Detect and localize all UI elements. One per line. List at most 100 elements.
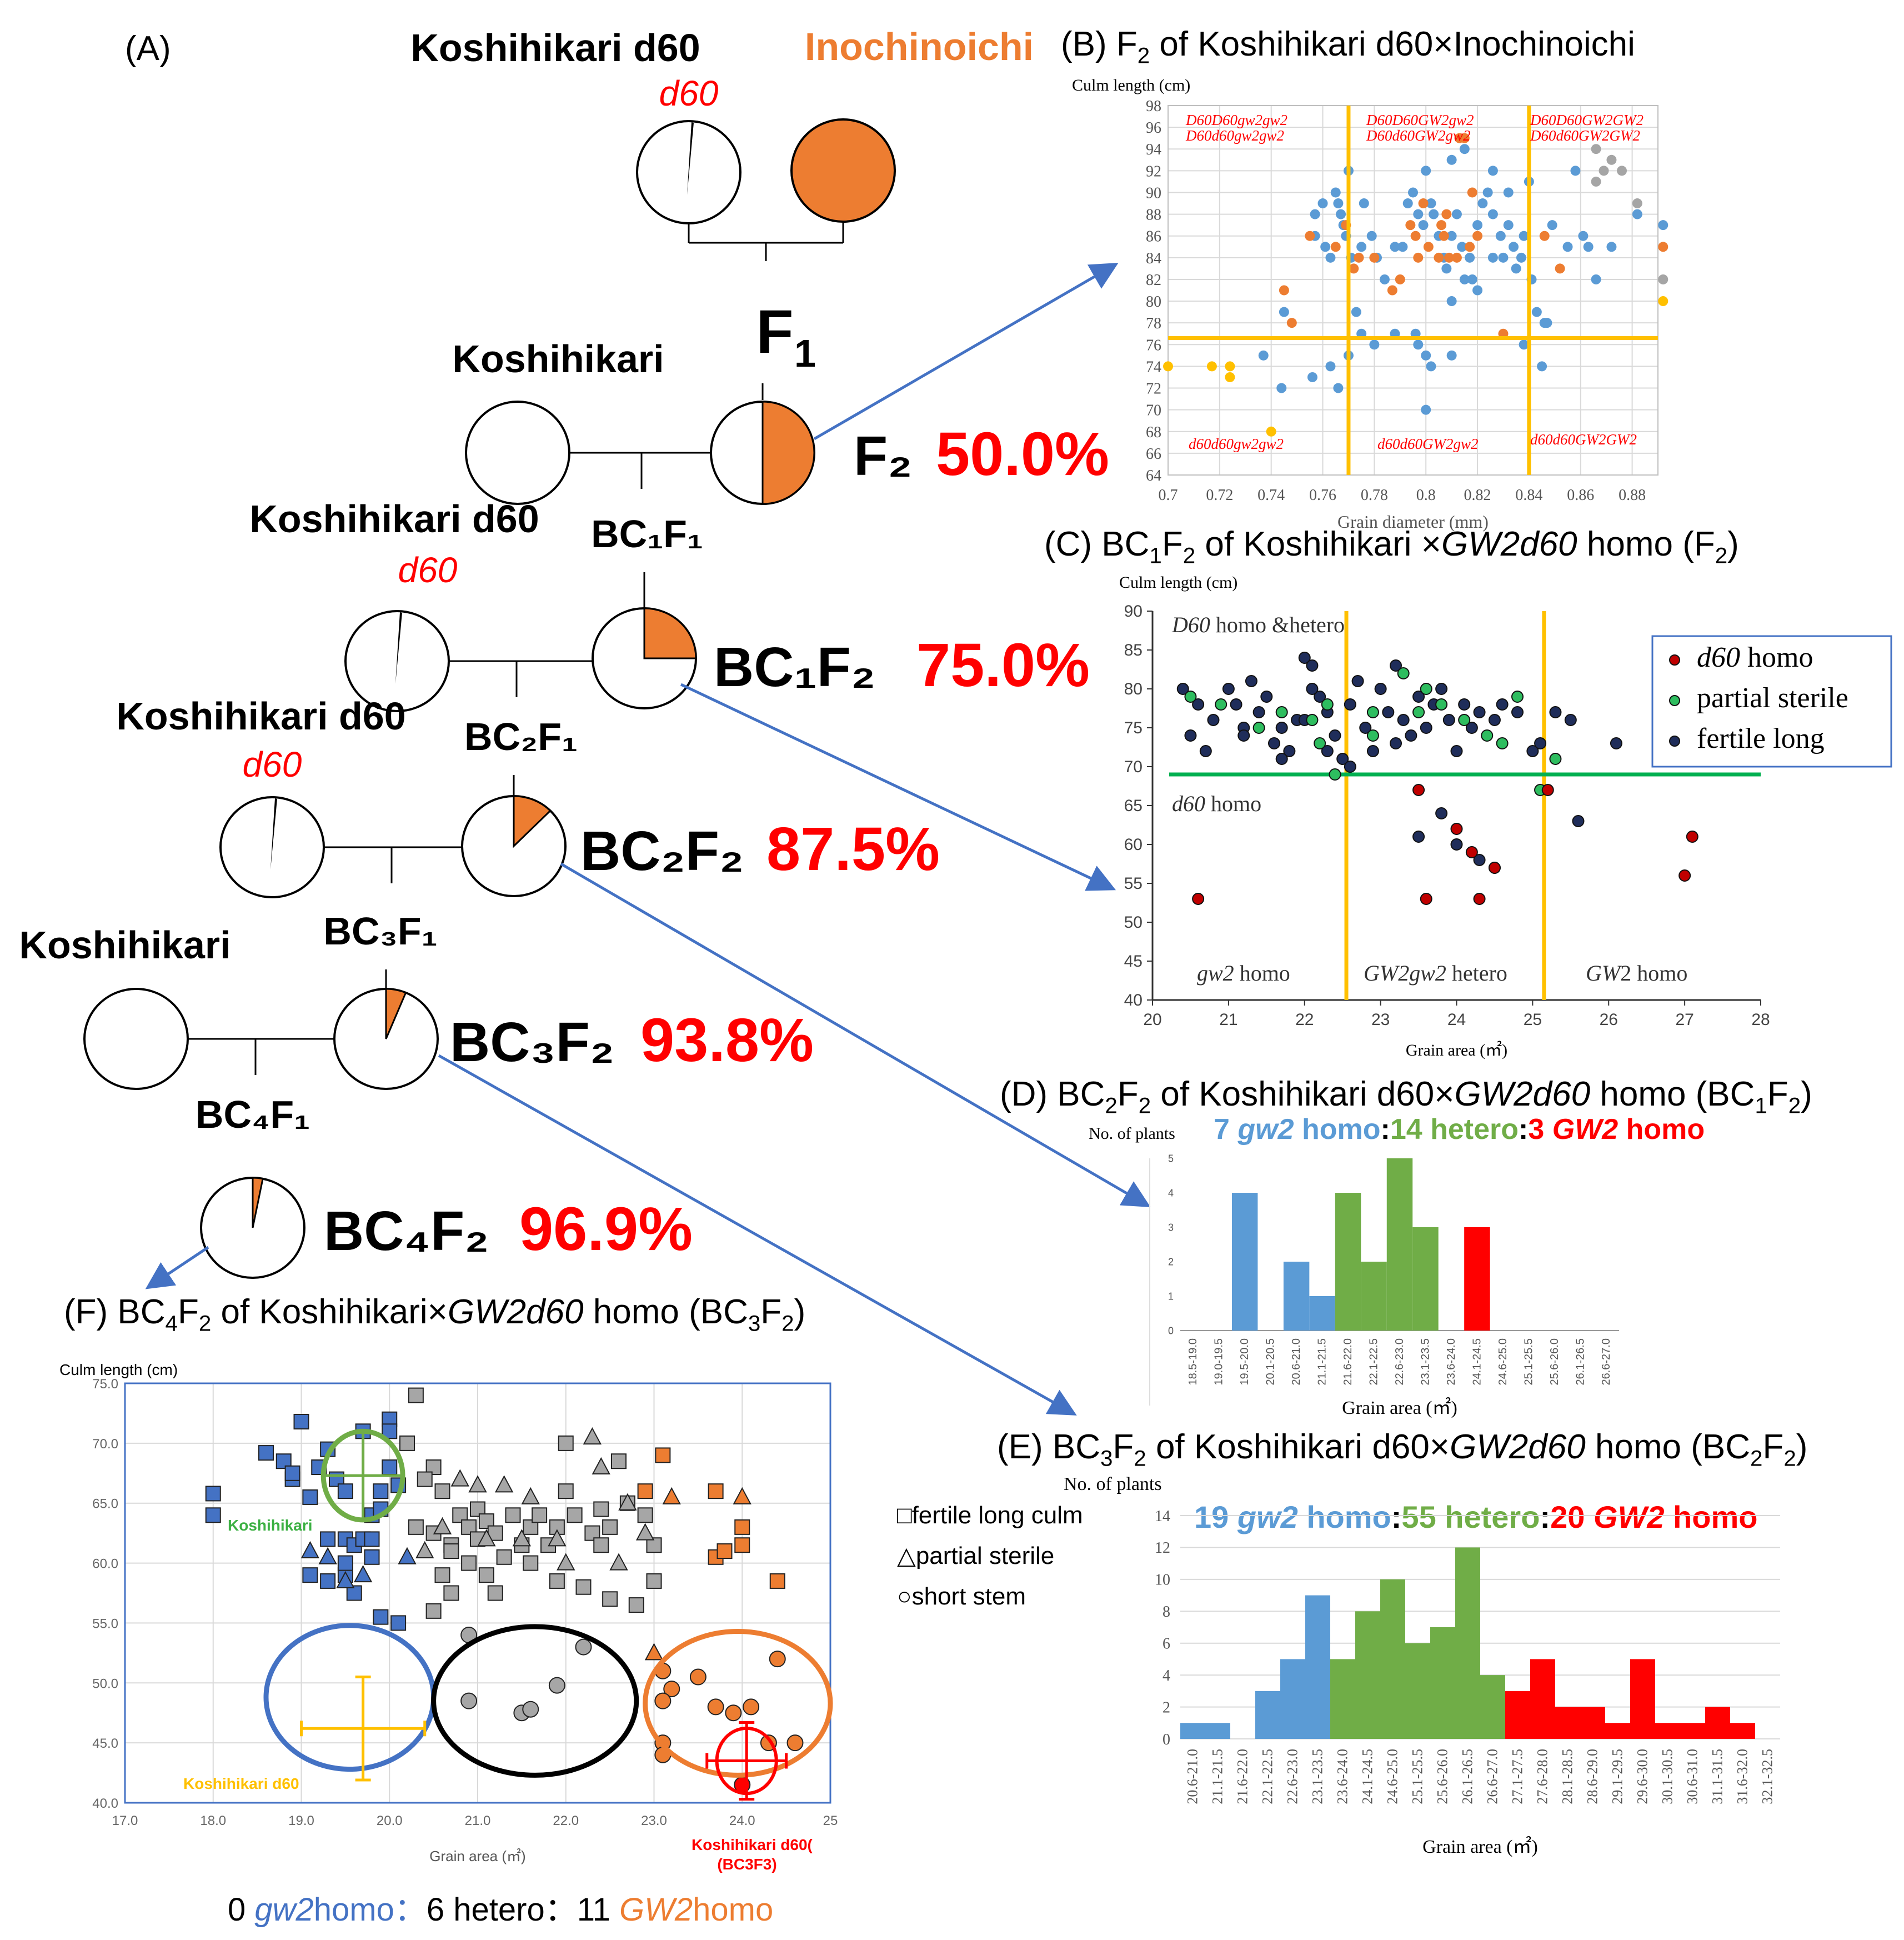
text-span: : (1391, 1499, 1402, 1534)
y-tick-label: 12 (1155, 1539, 1170, 1557)
koshihikari-d60-circle (219, 796, 325, 898)
y-tick-label: 2 (1168, 1256, 1174, 1267)
point-square (443, 1585, 459, 1601)
point-circle (575, 1638, 592, 1656)
y-tick-label: 88 (1146, 207, 1161, 224)
bar-22.6-23.0 (1386, 1158, 1413, 1331)
gen-label: BC₂F₁ (464, 715, 578, 758)
scatter-point (1458, 698, 1471, 711)
y-tick-label: 2 (1163, 1699, 1170, 1716)
y-tick-label: 5 (1168, 1153, 1174, 1164)
inochinoichi-circle (790, 118, 896, 223)
d60-label: d60 (398, 550, 458, 590)
point-triangle (415, 1541, 434, 1558)
scatter-point (1336, 753, 1349, 765)
bar-24.1-24.5 (1355, 1611, 1380, 1739)
x-category-label: 26.1-26.5 (1574, 1338, 1586, 1386)
x-tick-label: 21.0 (465, 1813, 491, 1828)
pie-orange-slice (761, 401, 815, 505)
chart-d-ratio: 7 gw2 homo:14 hetero:3 GW2 homo (1214, 1113, 1705, 1146)
progeny-label: BC₄F₂ (324, 1200, 489, 1262)
legend-marker (1669, 736, 1680, 747)
text-span: GW2d60 (1441, 525, 1577, 563)
scatter-point-orange (1439, 231, 1449, 241)
text-span: 19 (1194, 1499, 1237, 1534)
scatter-point-blue (1495, 231, 1506, 241)
scatter-point-blue (1402, 198, 1413, 209)
text-span: (D) BC (1000, 1075, 1105, 1113)
x-tick-label: 25 (823, 1813, 838, 1828)
point-square (708, 1483, 724, 1499)
point-square (302, 1489, 318, 1505)
y-tick-label: 74 (1146, 358, 1161, 376)
scatter-point-blue (1276, 383, 1287, 393)
y-tick-label: 0 (1168, 1325, 1174, 1336)
point-square (575, 1579, 592, 1595)
scatter-point-blue (1482, 187, 1493, 198)
scatter-point (1481, 729, 1494, 742)
point-square (320, 1573, 336, 1589)
chart-e-ylabel: No. of plants (1064, 1474, 1162, 1494)
scatter-point-blue (1390, 242, 1400, 252)
x-category-label: 26.6-27.0 (1600, 1338, 1612, 1386)
scatter-point-blue (1356, 242, 1367, 252)
parent-label: Koshihikari d60 (249, 497, 539, 541)
scatter-point-gray (1591, 176, 1601, 187)
point-circle (654, 1692, 672, 1709)
scatter-point (1511, 691, 1524, 703)
x-category-label: 30.1-30.5 (1659, 1749, 1675, 1804)
y-tick-label: 70.0 (92, 1437, 118, 1452)
point-triangle (494, 1475, 514, 1493)
scatter-point-orange (1418, 198, 1429, 209)
chart-c-xlabel: Grain area (㎡) (1406, 1041, 1507, 1059)
scatter-point (1412, 831, 1425, 843)
region-label: D60d60gw2gw2 (1185, 127, 1284, 144)
x-tick-label: 0.8 (1416, 487, 1436, 504)
text-span: GW2d60 (1454, 1075, 1590, 1113)
progeny-label: BC₂F₂ (580, 820, 744, 882)
point-triangle (512, 1529, 532, 1547)
parent-koshihikari-d60: Koshihikari d60 (410, 26, 700, 69)
x-tick-label: 0.88 (1619, 487, 1646, 504)
x-tick-label: 21 (1219, 1011, 1237, 1029)
legend-label: fertile long (1697, 723, 1825, 754)
scatter-point-orange (1436, 220, 1447, 231)
bar-22.1-22.5 (1255, 1691, 1280, 1739)
scatter-point (1382, 706, 1395, 718)
scatter-point-yellow (1206, 361, 1217, 372)
text-span: GW (1586, 961, 1622, 986)
x-category-label: 21.1-21.5 (1209, 1749, 1225, 1804)
scatter-point (1390, 737, 1402, 749)
chart-e-ratio: 19 gw2 homo:55 hetero:20 GW2 homo (1194, 1499, 1757, 1534)
x-tick-label: 0.7 (1159, 487, 1178, 504)
scatter-point-blue (1516, 252, 1526, 263)
y-tick-label: 70 (1124, 758, 1143, 776)
bar-30.1-30.5 (1655, 1723, 1680, 1739)
scatter-point (1260, 691, 1273, 703)
scatter-point (1366, 706, 1379, 718)
text-span: ： (394, 1892, 427, 1928)
scatter-point (1465, 846, 1478, 858)
x-category-label: 21.6-22.0 (1342, 1338, 1354, 1386)
scatter-point (1496, 737, 1509, 749)
d60-label: d60 (659, 73, 719, 113)
x-category-label: 22.1-22.5 (1368, 1338, 1380, 1386)
point-triangle (662, 1487, 681, 1504)
bar-22.6-23.0 (1280, 1659, 1305, 1739)
scatter-point (1549, 706, 1562, 718)
d60-label: d60 (243, 744, 302, 784)
region-label: D60D60gw2gw2 (1185, 112, 1287, 128)
point-triangle (557, 1553, 575, 1571)
point-square (769, 1573, 785, 1589)
y-tick-label: 96 (1146, 119, 1161, 137)
scatter-point-blue (1472, 285, 1483, 296)
x-tick-label: 0.86 (1567, 487, 1594, 504)
scatter-point-orange (1467, 187, 1477, 198)
scatter-point-blue (1519, 231, 1529, 241)
scatter-point-yellow (1266, 426, 1276, 437)
bar-23.6-24.0 (1330, 1659, 1355, 1739)
shape-legend-item: ○short stem (897, 1583, 1026, 1610)
point-triangle (733, 1487, 751, 1504)
scatter-point-orange (1413, 252, 1424, 263)
text-span: gw2 (1237, 1113, 1294, 1146)
